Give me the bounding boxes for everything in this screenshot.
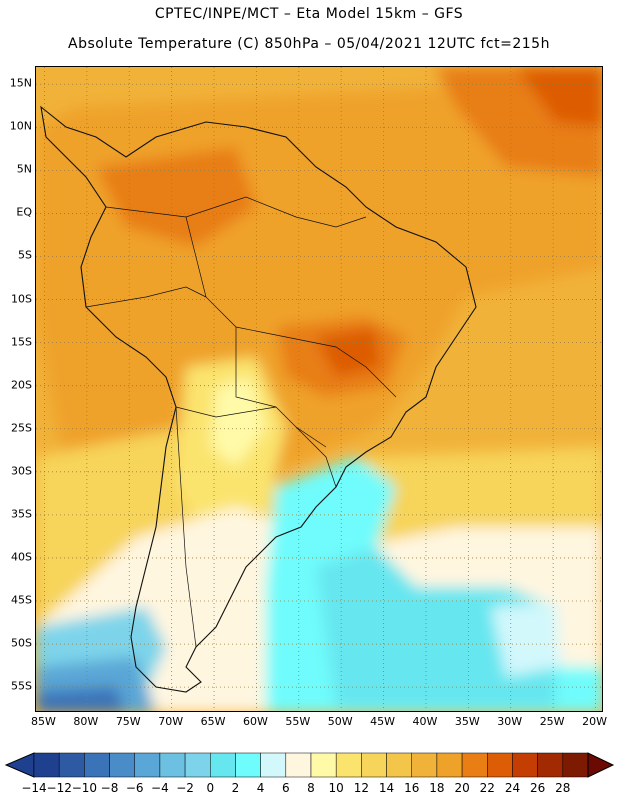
- lat-tick-label: 20S: [11, 378, 32, 392]
- border-peru: [85, 286, 207, 308]
- colorbar-tick-label: 26: [529, 781, 546, 795]
- colorbar-tick-label: 20: [454, 781, 470, 795]
- colorbar-tick-label: 16: [404, 781, 420, 795]
- field-colder-atlantic: [316, 547, 556, 707]
- colorbar-tick-label: 6: [281, 781, 290, 795]
- colorbar-tick-label: −6: [125, 781, 144, 795]
- colorbar-swatch: [58, 752, 85, 778]
- colorbar-tick-label: 14: [378, 781, 395, 795]
- colorbar-tick-label: −8: [100, 781, 119, 795]
- lat-tick-label: 5N: [16, 162, 32, 176]
- colorbar-tick-label: 24: [504, 781, 521, 795]
- border-uruguay: [295, 426, 337, 488]
- colorbar-swatch: [562, 752, 589, 778]
- colorbar-tick-label: 2: [231, 781, 240, 795]
- lat-tick-label: 10N: [9, 119, 32, 133]
- lat-lon-grid: [36, 67, 602, 711]
- lat-tick-label: EQ: [16, 205, 32, 219]
- colorbar-swatch: [33, 752, 60, 778]
- colorbar-max-arrow: [587, 752, 615, 778]
- field-hottest-brazil: [316, 327, 381, 377]
- colorbar-swatch: [109, 752, 135, 778]
- colorbar-swatch: [461, 752, 488, 778]
- lat-tick-label: 40S: [11, 550, 32, 564]
- lat-tick-label: 25S: [11, 421, 32, 435]
- field-hottest-atlantic: [516, 67, 602, 127]
- lat-tick-label: 35S: [11, 507, 32, 521]
- colorbar-tick-label: 10: [328, 781, 344, 795]
- colorbar-tick-label: −2: [176, 781, 194, 795]
- colorbar-tick-label: 8: [307, 781, 315, 795]
- border-andes: [175, 406, 197, 648]
- lon-tick-label: 65W: [200, 715, 226, 728]
- lon-tick-label: 80W: [73, 715, 99, 728]
- colorbar-tick-label: −14: [21, 781, 47, 795]
- colorbar-swatch: [210, 752, 236, 778]
- colorbar-swatch: [537, 752, 564, 778]
- colorbar-tick-label: −4: [151, 781, 169, 795]
- field-coldest-south: [36, 687, 126, 711]
- lat-tick-label: 45S: [11, 593, 32, 607]
- lon-tick-label: 25W: [539, 715, 565, 728]
- field-hot-north: [96, 147, 256, 247]
- lon-tick-label: 75W: [115, 715, 141, 728]
- coastline: [40, 105, 477, 693]
- lat-tick-label: 50S: [11, 636, 32, 650]
- colorbar-swatch: [260, 752, 287, 778]
- lat-tick-label: 15S: [11, 335, 32, 349]
- lon-tick-label: 20W: [582, 715, 607, 728]
- colorbar-tick-label: 0: [206, 781, 215, 795]
- temperature-colorbar: [4, 752, 615, 778]
- lon-tick-label: 40W: [412, 715, 438, 728]
- colorbar-swatch: [134, 752, 161, 778]
- south-america-outline: [40, 105, 477, 693]
- lon-tick-label: 85W: [31, 715, 56, 728]
- colorbar-swatch: [84, 752, 110, 778]
- colorbar-swatch: [159, 752, 186, 778]
- field-cooler-interior: [211, 377, 266, 467]
- temperature-field: [36, 67, 602, 711]
- field-ring-atlantic: [491, 602, 561, 677]
- temperature-map: [35, 66, 603, 712]
- lon-tick-label: 30W: [497, 715, 523, 728]
- border-north: [105, 196, 367, 228]
- colorbar-swatch: [487, 752, 513, 778]
- lon-tick-label: 55W: [285, 715, 311, 728]
- lat-tick-label: 55S: [11, 679, 32, 693]
- colorbar-swatch: [411, 752, 438, 778]
- lat-tick-label: 30S: [11, 464, 32, 478]
- map-subtitle: Absolute Temperature (C) 850hPa – 05/04/…: [68, 36, 550, 52]
- colorbar-swatch: [386, 752, 412, 778]
- lat-tick-label: 10S: [11, 292, 32, 306]
- colorbar-swatch: [235, 752, 261, 778]
- colorbar-tick-label: −12: [46, 781, 72, 795]
- colorbar-tick-label: 22: [479, 781, 495, 795]
- lat-tick-label: 15N: [9, 76, 32, 90]
- colorbar-swatch: [285, 752, 312, 778]
- lon-tick-label: 45W: [370, 715, 396, 728]
- lon-tick-label: 70W: [158, 715, 184, 728]
- colorbar-tick-label: 4: [256, 781, 265, 795]
- lon-tick-label: 60W: [242, 715, 268, 728]
- colorbar-swatch: [436, 752, 463, 778]
- colorbar-swatch: [512, 752, 538, 778]
- colorbar-tick-label: 12: [353, 781, 369, 795]
- colorbar-swatch: [184, 752, 211, 778]
- colorbar-tick-label: 18: [429, 781, 445, 795]
- border-chile: [175, 406, 277, 418]
- colorbar-tick-label: −10: [71, 781, 98, 795]
- lat-tick-label: 5S: [18, 248, 32, 262]
- map-title: CPTEC/INPE/MCT – Eta Model 15km – GFS: [154, 6, 464, 22]
- colorbar-swatch: [310, 752, 337, 778]
- colorbar-swatch: [361, 752, 387, 778]
- lon-tick-label: 50W: [327, 715, 353, 728]
- colorbar-tick-label: 28: [555, 781, 571, 795]
- lon-tick-label: 35W: [454, 715, 480, 728]
- colorbar-min-arrow: [4, 752, 35, 778]
- country-borders: [85, 196, 397, 648]
- colorbar-swatch: [335, 752, 362, 778]
